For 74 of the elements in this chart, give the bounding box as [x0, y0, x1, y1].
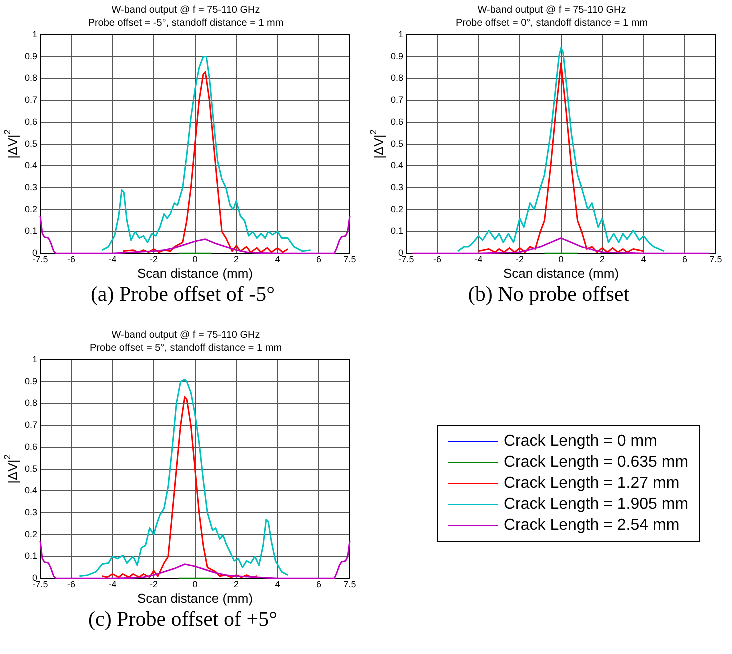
- y-tick-label: 0.2: [24, 204, 38, 214]
- x-tick-label: 7.5: [344, 579, 356, 590]
- x-tick-label: 2: [600, 254, 606, 264]
- y-tick-label: 0.1: [24, 226, 38, 236]
- y-tick-label: 0.4: [390, 160, 404, 171]
- legend-label: Crack Length = 0 mm: [504, 432, 658, 452]
- x-tick-label: 2: [234, 579, 240, 590]
- x-tick-label: -4: [474, 254, 483, 264]
- chart-title: W-band output @ f = 75-110 GHz: [478, 4, 626, 16]
- y-tick-label: 0.8: [24, 73, 38, 84]
- x-tick-label: 4: [641, 254, 646, 264]
- legend-label: Crack Length = 1.27 mm: [504, 474, 680, 494]
- x-tick-label: -4: [108, 254, 117, 264]
- y-tick-label: 0.3: [24, 508, 38, 518]
- text: (a) Probe offset of -5°: [90, 282, 276, 307]
- y-tick-label: 0.7: [24, 420, 38, 430]
- y-tick-label: 0.4: [24, 486, 38, 496]
- y-tick-label: 1: [398, 29, 404, 40]
- x-tick-label: 0: [558, 254, 564, 264]
- x-tick-label: 6: [316, 254, 322, 264]
- chart-subtitle: Probe offset = 0°, standoff distance = 1 mm: [456, 18, 648, 29]
- x-tick-label: -2: [516, 254, 524, 264]
- x-tick-label: -2: [150, 254, 158, 264]
- text: (b) No probe offset: [467, 282, 631, 307]
- y-tick-label: 1: [32, 29, 38, 40]
- y-axis-title: |ΔV|2: [2, 130, 21, 159]
- chart-subtitle: Probe offset = -5°, standoff distance = 1 mm: [88, 18, 284, 29]
- chart-title: W-band output @ f = 75-110 GHz: [112, 4, 260, 16]
- x-tick-label: 4: [275, 254, 280, 264]
- x-tick-label: -4: [108, 579, 117, 590]
- x-tick-label: 7.5: [710, 254, 722, 264]
- y-tick-label: 0.1: [390, 226, 404, 236]
- chart-title: W-band output @ f = 75-110 GHz: [112, 330, 260, 341]
- y-tick-label: 0.3: [390, 182, 404, 193]
- x-tick-label: -6: [433, 254, 442, 264]
- y-tick-label: 0.9: [24, 51, 38, 62]
- y-tick-label: 0.7: [24, 95, 38, 106]
- x-tick-label: 4: [275, 579, 280, 590]
- y-tick-label: 0.7: [390, 95, 404, 106]
- y-tick-label: 0.9: [390, 51, 404, 62]
- x-tick-label: 2: [234, 254, 240, 264]
- x-tick-label: 7.5: [344, 254, 356, 264]
- y-tick-label: 0.5: [24, 464, 38, 474]
- x-tick-label: 6: [682, 254, 688, 264]
- y-tick-label: 0.3: [24, 182, 38, 193]
- y-tick-label: 0.6: [390, 116, 404, 127]
- y-tick-label: 0.8: [390, 73, 404, 84]
- y-axis-title: |ΔV|2: [368, 130, 387, 159]
- y-tick-label: 0.6: [24, 442, 38, 452]
- x-tick-label: -6: [67, 254, 76, 264]
- y-tick-label: 0.2: [24, 529, 38, 540]
- y-tick-label: 0.8: [24, 398, 38, 408]
- legend-label: Crack Length = 1.905 mm: [504, 495, 689, 515]
- x-tick-label: -6: [67, 579, 76, 590]
- y-tick-label: 0.1: [24, 551, 38, 562]
- y-tick-label: 1: [32, 354, 38, 364]
- y-tick-label: 0.6: [24, 116, 38, 127]
- x-tick-label: 0: [192, 254, 198, 264]
- y-axis-title: |ΔV|2: [2, 454, 21, 484]
- x-tick-label: 6: [316, 579, 322, 590]
- y-tick-label: 0.9: [24, 376, 38, 386]
- text: (c) Probe offset of +5°: [88, 607, 278, 632]
- y-tick-label: 0.5: [390, 138, 404, 149]
- x-axis-title: Scan distance (mm): [137, 266, 254, 281]
- x-tick-label: -2: [150, 579, 158, 590]
- legend-label: Crack Length = 2.54 mm: [504, 516, 680, 536]
- y-tick-label: 0.2: [390, 204, 404, 214]
- y-tick-label: 0.5: [24, 138, 38, 149]
- x-axis-title: Scan distance (mm): [137, 590, 254, 606]
- x-axis-title: Scan distance (mm): [503, 266, 620, 281]
- legend-label: Crack Length = 0.635 mm: [504, 453, 689, 473]
- chart-subtitle: Probe offset = 5°, standoff distance = 1 mm: [90, 342, 282, 354]
- x-tick-label: 0: [192, 579, 198, 590]
- y-tick-label: 0.4: [24, 160, 38, 171]
